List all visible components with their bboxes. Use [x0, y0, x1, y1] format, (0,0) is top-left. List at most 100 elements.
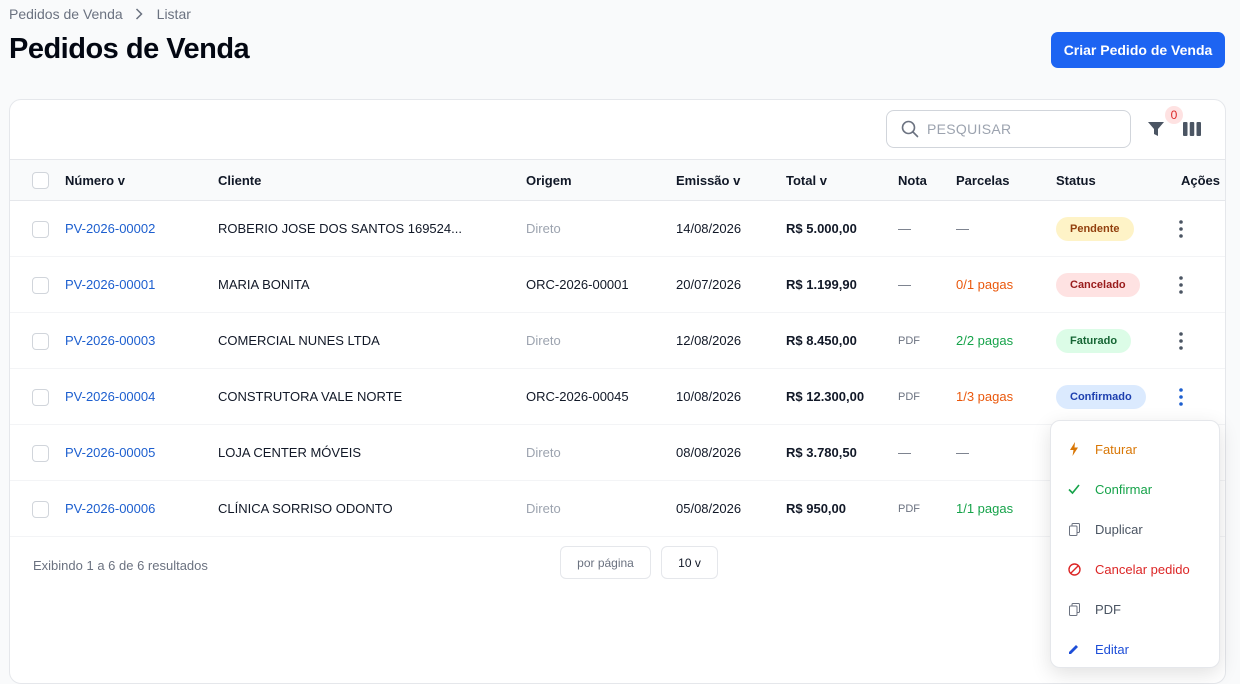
- column-header-emissao[interactable]: Emissão v: [676, 173, 741, 188]
- invoice-note: —: [898, 445, 911, 460]
- status-badge: Cancelado: [1056, 273, 1140, 297]
- more-vertical-icon[interactable]: [1171, 331, 1191, 351]
- table-toolbar: 0: [10, 100, 1225, 160]
- order-number-link[interactable]: PV-2026-00004: [65, 389, 156, 404]
- columns-icon[interactable]: [1182, 120, 1202, 138]
- column-header-total[interactable]: Total v: [786, 173, 827, 188]
- table-row: PV-2026-00005 LOJA CENTER MÓVEIS Direto …: [10, 425, 1225, 481]
- installments: 1/1 pagas: [956, 501, 1014, 516]
- issue-date: 20/07/2026: [676, 277, 742, 292]
- create-sales-order-button[interactable]: Criar Pedido de Venda: [1051, 32, 1225, 68]
- order-total: R$ 3.780,50: [786, 445, 857, 460]
- menu-item-faturar[interactable]: Faturar: [1051, 429, 1219, 469]
- order-total: R$ 1.199,90: [786, 277, 857, 292]
- invoice-pdf-link[interactable]: PDF: [898, 335, 920, 347]
- invoice-note: —: [898, 221, 911, 236]
- menu-item-label: Cancelar pedido: [1095, 561, 1190, 577]
- page-title: Pedidos de Venda: [9, 33, 250, 65]
- order-number-link[interactable]: PV-2026-00006: [65, 501, 156, 516]
- copy-icon: [1067, 522, 1081, 536]
- select-all-checkbox[interactable]: [32, 172, 49, 189]
- search-icon: [901, 120, 919, 138]
- issue-date: 14/08/2026: [676, 221, 742, 236]
- table-row: PV-2026-00002 ROBERIO JOSE DOS SANTOS 16…: [10, 201, 1225, 257]
- per-page-label: por página: [560, 546, 651, 579]
- menu-item-duplicar[interactable]: Duplicar: [1051, 509, 1219, 549]
- order-number-link[interactable]: PV-2026-00002: [65, 221, 156, 236]
- row-checkbox[interactable]: [32, 277, 49, 294]
- installments: 0/1 pagas: [956, 277, 1014, 292]
- cancel-icon: [1067, 562, 1081, 576]
- column-header-status: Status: [1056, 173, 1096, 188]
- menu-item-editar[interactable]: Editar: [1051, 629, 1219, 669]
- installments: —: [956, 445, 969, 460]
- origin: ORC-2026-00045: [526, 389, 629, 404]
- menu-item-confirmar[interactable]: Confirmar: [1051, 469, 1219, 509]
- origin: Direto: [526, 501, 561, 516]
- invoice-pdf-link[interactable]: PDF: [898, 391, 920, 403]
- breadcrumb: Pedidos de Venda Listar: [9, 6, 191, 22]
- order-total: R$ 8.450,00: [786, 333, 857, 348]
- breadcrumb-root[interactable]: Pedidos de Venda: [9, 6, 123, 22]
- column-header-origem: Origem: [526, 173, 572, 188]
- row-checkbox[interactable]: [32, 333, 49, 350]
- issue-date: 05/08/2026: [676, 501, 742, 516]
- chevron-right-icon: [135, 7, 145, 21]
- table-row: PV-2026-00001 MARIA BONITA ORC-2026-0000…: [10, 257, 1225, 313]
- origin: Direto: [526, 445, 561, 460]
- column-header-parcelas: Parcelas: [956, 173, 1010, 188]
- installments: —: [956, 221, 969, 236]
- column-header-cliente: Cliente: [218, 173, 262, 188]
- menu-item-label: PDF: [1095, 601, 1121, 617]
- more-vertical-icon[interactable]: [1171, 219, 1191, 239]
- breadcrumb-current: Listar: [156, 6, 191, 22]
- status-badge: Confirmado: [1056, 385, 1146, 409]
- client-name: CONSTRUTORA VALE NORTE: [218, 389, 403, 404]
- row-checkbox[interactable]: [32, 501, 49, 518]
- client-name: LOJA CENTER MÓVEIS: [218, 445, 362, 460]
- order-number-link[interactable]: PV-2026-00001: [65, 277, 156, 292]
- order-total: R$ 12.300,00: [786, 389, 865, 404]
- client-name: CLÍNICA SORRISO ODONTO: [218, 501, 393, 516]
- filter-count-badge: 0: [1165, 106, 1183, 124]
- menu-item-pdf[interactable]: PDF: [1051, 589, 1219, 629]
- column-header-nota: Nota: [898, 173, 927, 188]
- lightning-icon: [1067, 442, 1081, 456]
- issue-date: 08/08/2026: [676, 445, 742, 460]
- origin: Direto: [526, 333, 561, 348]
- order-total: R$ 5.000,00: [786, 221, 857, 236]
- results-summary: Exibindo 1 a 6 de 6 resultados: [33, 558, 208, 573]
- client-name: COMERCIAL NUNES LTDA: [218, 333, 380, 348]
- installments: 2/2 pagas: [956, 333, 1014, 348]
- menu-item-label: Editar: [1095, 641, 1129, 657]
- client-name: MARIA BONITA: [218, 277, 310, 292]
- pencil-icon: [1067, 642, 1081, 656]
- order-total: R$ 950,00: [786, 501, 846, 516]
- client-name: ROBERIO JOSE DOS SANTOS 169524...: [218, 221, 462, 236]
- column-header-numero[interactable]: Número v: [65, 173, 125, 188]
- origin: Direto: [526, 221, 561, 236]
- column-header-acoes: Ações: [1181, 173, 1221, 188]
- issue-date: 12/08/2026: [676, 333, 742, 348]
- row-checkbox[interactable]: [32, 389, 49, 406]
- invoice-note: —: [898, 277, 911, 292]
- table-row: PV-2026-00006 CLÍNICA SORRISO ODONTO Dir…: [10, 481, 1225, 537]
- menu-item-cancelar-pedido[interactable]: Cancelar pedido: [1051, 549, 1219, 589]
- menu-item-label: Duplicar: [1095, 521, 1143, 537]
- more-vertical-icon[interactable]: [1171, 275, 1191, 295]
- search-box[interactable]: [886, 110, 1131, 148]
- order-number-link[interactable]: PV-2026-00003: [65, 333, 156, 348]
- row-checkbox[interactable]: [32, 221, 49, 238]
- menu-item-label: Faturar: [1095, 441, 1137, 457]
- order-number-link[interactable]: PV-2026-00005: [65, 445, 156, 460]
- row-actions-menu: Faturar Confirmar Duplicar Cancelar pedi…: [1050, 420, 1220, 668]
- document-icon: [1067, 602, 1081, 616]
- invoice-pdf-link[interactable]: PDF: [898, 503, 920, 515]
- more-vertical-icon[interactable]: [1171, 387, 1191, 407]
- per-page-select[interactable]: 10 v: [661, 546, 718, 579]
- origin: ORC-2026-00001: [526, 277, 629, 292]
- row-checkbox[interactable]: [32, 445, 49, 462]
- status-badge: Faturado: [1056, 329, 1132, 353]
- filter-icon[interactable]: [1145, 118, 1167, 140]
- search-input[interactable]: [927, 121, 1117, 137]
